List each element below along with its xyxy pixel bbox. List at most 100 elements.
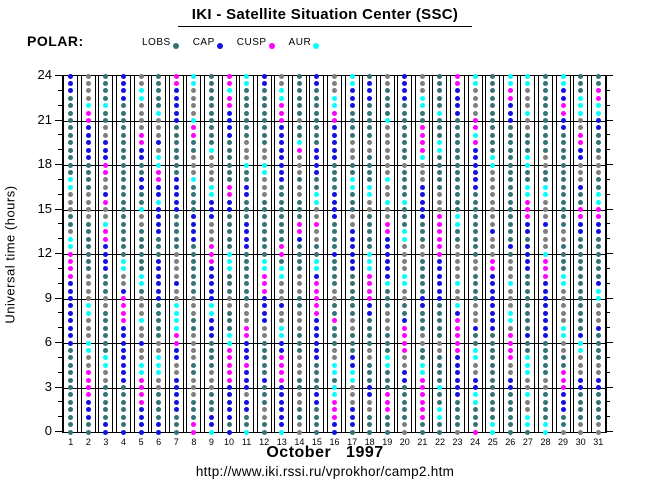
data-dot xyxy=(244,385,250,390)
data-dot xyxy=(226,244,232,250)
data-dot xyxy=(244,273,250,279)
data-dot xyxy=(349,251,355,257)
day-column-19 xyxy=(379,73,395,435)
data-dot xyxy=(437,399,443,405)
data-dot xyxy=(191,236,197,242)
data-dot xyxy=(455,177,461,183)
data-dot xyxy=(367,288,373,294)
data-dot xyxy=(279,73,285,79)
data-dot xyxy=(455,162,461,168)
data-dot xyxy=(208,422,214,428)
data-dot xyxy=(525,214,531,220)
data-dot xyxy=(490,207,496,212)
data-dot xyxy=(595,385,601,390)
data-dot xyxy=(595,370,601,376)
data-dot xyxy=(296,399,302,405)
data-dot xyxy=(542,414,548,420)
data-dot xyxy=(226,273,232,279)
data-dot xyxy=(437,199,443,205)
data-dot xyxy=(507,333,513,339)
data-dot xyxy=(525,333,531,339)
data-dot xyxy=(226,392,232,398)
data-dot xyxy=(244,347,250,353)
x-tick-label-day-26: 26 xyxy=(505,437,516,447)
data-dot xyxy=(490,303,496,309)
data-dot xyxy=(507,199,513,205)
data-dot xyxy=(314,362,320,368)
data-dot xyxy=(560,370,566,376)
data-dot xyxy=(173,73,179,79)
data-dot xyxy=(437,266,443,272)
data-dot xyxy=(402,236,408,242)
data-dot xyxy=(156,251,162,257)
data-dot xyxy=(208,385,214,390)
data-dot xyxy=(578,125,584,131)
data-dot xyxy=(173,429,179,435)
data-dot xyxy=(279,258,285,264)
data-dot xyxy=(419,258,425,264)
data-dot xyxy=(208,347,214,353)
data-dot xyxy=(455,325,461,331)
data-dot xyxy=(121,103,127,109)
y-tick-right-9 xyxy=(606,297,613,299)
data-dot xyxy=(208,169,214,175)
data-dot xyxy=(68,125,74,131)
legend-label: CUSP xyxy=(236,37,267,48)
data-dot xyxy=(279,407,285,413)
data-dot xyxy=(226,80,232,86)
y-tick-left-6 xyxy=(55,342,62,343)
data-dot xyxy=(296,318,302,324)
data-dot xyxy=(208,362,214,368)
data-dot xyxy=(121,147,127,153)
data-dot xyxy=(437,310,443,316)
data-dot xyxy=(384,147,390,153)
data-dot xyxy=(156,103,162,109)
y-tick-left-9 xyxy=(55,297,62,299)
y-tick-right-7 xyxy=(606,327,610,329)
data-dot xyxy=(455,125,461,131)
data-dot xyxy=(384,162,390,168)
data-dot xyxy=(542,407,548,413)
data-dot xyxy=(173,236,179,242)
data-dot xyxy=(525,325,531,331)
data-dot xyxy=(419,310,425,316)
data-dot xyxy=(68,155,74,161)
data-dot xyxy=(314,162,320,168)
data-dot xyxy=(578,325,584,331)
data-dot xyxy=(261,229,267,235)
data-dot xyxy=(85,80,91,86)
data-dot xyxy=(542,169,548,175)
data-dot xyxy=(472,221,478,227)
data-dot xyxy=(542,333,548,339)
data-dot xyxy=(472,429,478,435)
data-dot xyxy=(85,347,91,353)
data-dot xyxy=(525,429,531,435)
data-dot xyxy=(402,296,408,301)
data-dot xyxy=(419,110,425,116)
data-dot xyxy=(367,333,373,339)
y-tick-right-15 xyxy=(606,208,613,210)
data-dot xyxy=(367,118,373,123)
data-dot xyxy=(121,169,127,175)
data-dot xyxy=(595,192,601,198)
data-dot xyxy=(261,422,267,428)
data-dot xyxy=(367,199,373,205)
data-dot xyxy=(525,310,531,316)
data-dot xyxy=(437,236,443,242)
data-dot xyxy=(261,177,267,183)
data-dot xyxy=(472,407,478,413)
data-dot xyxy=(138,140,144,146)
data-dot xyxy=(138,207,144,212)
data-dot xyxy=(525,258,531,264)
data-dot xyxy=(472,318,478,324)
data-dot xyxy=(156,110,162,116)
data-dot xyxy=(103,377,109,383)
y-tick-right-24 xyxy=(606,75,613,76)
data-dot xyxy=(68,414,74,420)
data-dot xyxy=(173,347,179,353)
data-dot xyxy=(279,244,285,250)
data-dot xyxy=(578,288,584,294)
data-dot xyxy=(244,236,250,242)
data-dot xyxy=(138,162,144,168)
data-dot xyxy=(490,340,496,346)
